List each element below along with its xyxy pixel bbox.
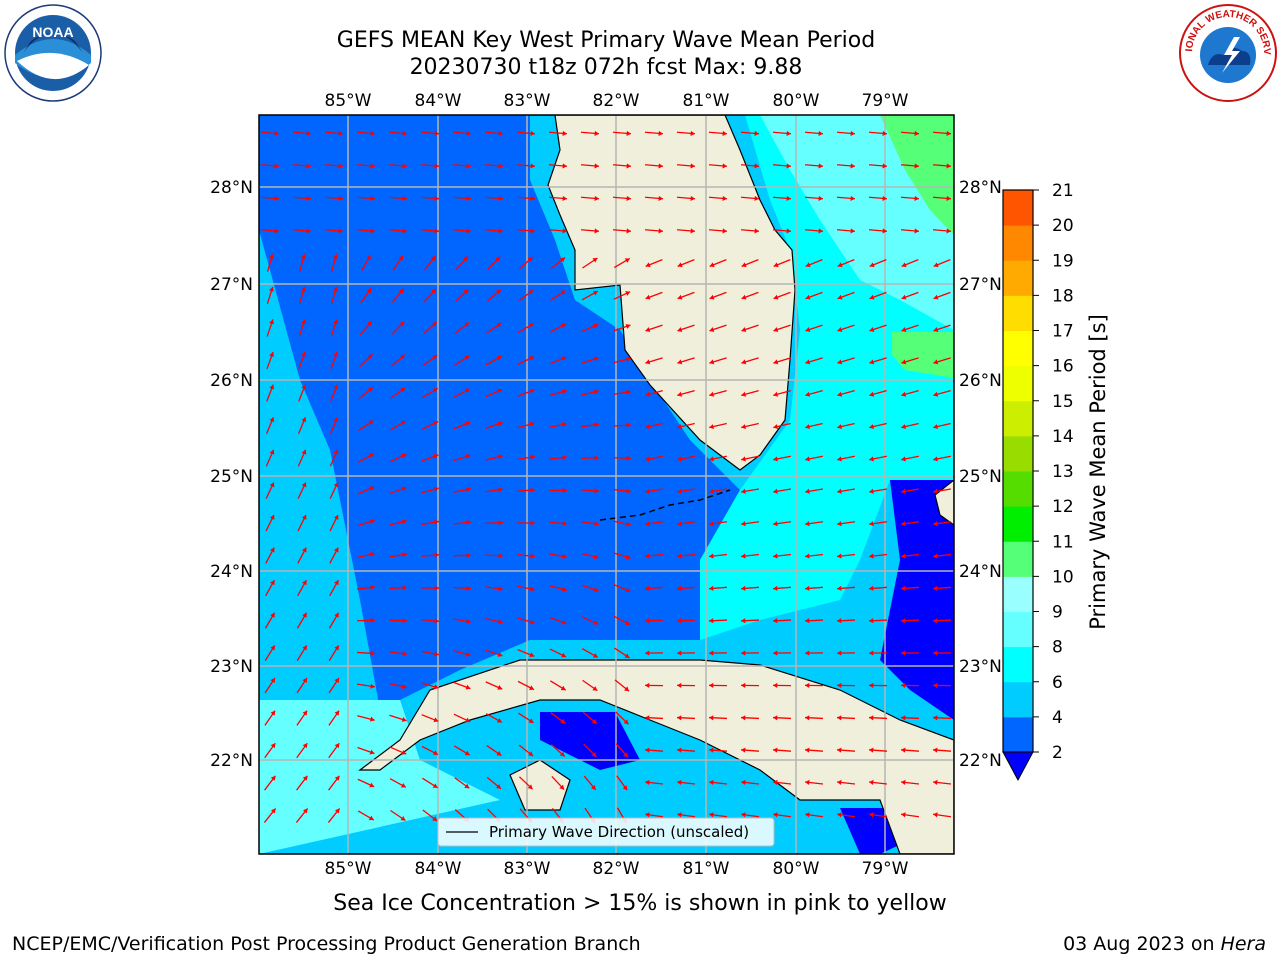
colorbar-tick-label: 4 [1052, 708, 1063, 728]
map-frame [258, 114, 955, 855]
lat-label-right: 24°N [959, 562, 1002, 582]
footer-host: Hera [1220, 933, 1266, 955]
colorbar-segment [1003, 541, 1033, 577]
colorbar-segment [1003, 646, 1033, 683]
colorbar-segment [1003, 190, 1033, 226]
colorbar-tick-label: 8 [1052, 638, 1063, 658]
wave-direction-arrows [260, 130, 952, 824]
lat-label-left: 22°N [210, 751, 253, 771]
legend-label: Primary Wave Direction (unscaled) [489, 823, 749, 841]
lon-label-top: 82°W [593, 91, 640, 111]
lon-label-bottom: 85°W [325, 859, 372, 879]
colorbar-segment [1003, 225, 1033, 261]
graticule [259, 115, 954, 854]
period-region-9-10s-north [880, 115, 954, 235]
colorbar-segment [1003, 471, 1033, 507]
colorbar-tick-label: 18 [1052, 286, 1074, 306]
lat-label-left: 26°N [210, 371, 253, 391]
isla-juventud-land [509, 759, 571, 811]
colorbar-segment [1003, 295, 1033, 331]
colorbar-under-triangle [1002, 751, 1034, 782]
colorbar-tick-label: 11 [1052, 532, 1074, 552]
page-subtitle: 20230730 t18z 072h fcst Max: 9.88 [409, 55, 803, 80]
lon-label-bottom: 83°W [504, 859, 551, 879]
lat-label-right: 25°N [959, 467, 1002, 487]
colorbar-segment [1003, 681, 1033, 718]
colorbar-tick-label: 17 [1052, 322, 1074, 342]
lat-label-right: 28°N [959, 178, 1002, 198]
colorbar [1002, 189, 1034, 782]
colorbar-tick-label: 15 [1052, 392, 1074, 412]
noaa-logo: NOAA [3, 3, 103, 103]
colorbar-tick-label: 21 [1052, 181, 1074, 201]
colorbar-tick-label: 20 [1052, 216, 1074, 236]
colorbar-segment [1003, 576, 1033, 612]
lon-label-top: 79°W [862, 91, 909, 111]
lon-label-bottom: 80°W [773, 859, 820, 879]
colorbar-segment [1003, 365, 1033, 402]
lon-label-bottom: 79°W [862, 859, 909, 879]
footer-date: 03 Aug 2023 on Hera [1063, 933, 1266, 955]
period-region-8-9s-sw [259, 700, 500, 854]
lon-label-top: 80°W [773, 91, 820, 111]
lat-label-left: 23°N [210, 657, 253, 677]
sea-ice-note: Sea Ice Concentration > 15% is shown in … [333, 891, 947, 916]
colorbar-segment [1003, 716, 1033, 753]
lon-label-bottom: 84°W [415, 859, 462, 879]
colorbar-tick-label: 12 [1052, 497, 1074, 517]
lat-label-right: 26°N [959, 371, 1002, 391]
lat-label-left: 28°N [210, 178, 253, 198]
lon-label-top: 84°W [415, 91, 462, 111]
footer-date-text: 03 Aug 2023 on [1063, 933, 1215, 955]
period-region-9-10s-bahamas [892, 332, 954, 378]
colorbar-tick-label: 16 [1052, 357, 1074, 377]
colorbar-tick-label: 19 [1052, 251, 1074, 271]
colorbar-label: Primary Wave Mean Period [s] [1086, 314, 1110, 630]
colorbar-tick-label: 6 [1052, 673, 1063, 693]
colorbar-segment [1003, 611, 1033, 648]
lat-label-left: 24°N [210, 562, 253, 582]
cuba-land [358, 659, 954, 854]
map-legend: Primary Wave Direction (unscaled) [437, 817, 775, 847]
lat-label-right: 27°N [959, 275, 1002, 295]
colorbar-segment [1003, 400, 1033, 437]
lat-label-left: 27°N [210, 275, 253, 295]
florida-keys [599, 489, 731, 521]
period-region-under-2s-south [540, 712, 640, 770]
colorbar-tick-label: 2 [1052, 743, 1063, 763]
lon-label-bottom: 82°W [593, 859, 640, 879]
colorbar-tick-label: 13 [1052, 462, 1074, 482]
colorbar-segment [1003, 506, 1033, 542]
noaa-logo-text: NOAA [32, 24, 73, 40]
colorbar-tick-label: 10 [1052, 567, 1074, 587]
lon-label-top: 83°W [504, 91, 551, 111]
period-region-under-2s-east [880, 480, 954, 720]
lon-label-bottom: 81°W [683, 859, 730, 879]
colorbar-tick-label: 9 [1052, 603, 1063, 623]
colorbar-tick-label: 14 [1052, 427, 1074, 447]
colorbar-segment [1003, 435, 1033, 472]
florida-peninsula-land [530, 115, 796, 471]
colorbar-segment [1003, 260, 1033, 296]
page-title: GEFS MEAN Key West Primary Wave Mean Per… [336, 28, 876, 53]
lon-label-top: 85°W [325, 91, 372, 111]
lat-label-left: 25°N [210, 467, 253, 487]
lon-label-top: 81°W [683, 91, 730, 111]
lat-label-right: 22°N [959, 751, 1002, 771]
period-region-2-4s [259, 115, 740, 710]
colorbar-segment [1003, 330, 1033, 367]
lat-label-right: 23°N [959, 657, 1002, 677]
footer-org: NCEP/EMC/Verification Post Processing Pr… [12, 933, 641, 955]
nws-logo: NATIONAL WEATHER SERVICE [1174, 0, 1278, 103]
